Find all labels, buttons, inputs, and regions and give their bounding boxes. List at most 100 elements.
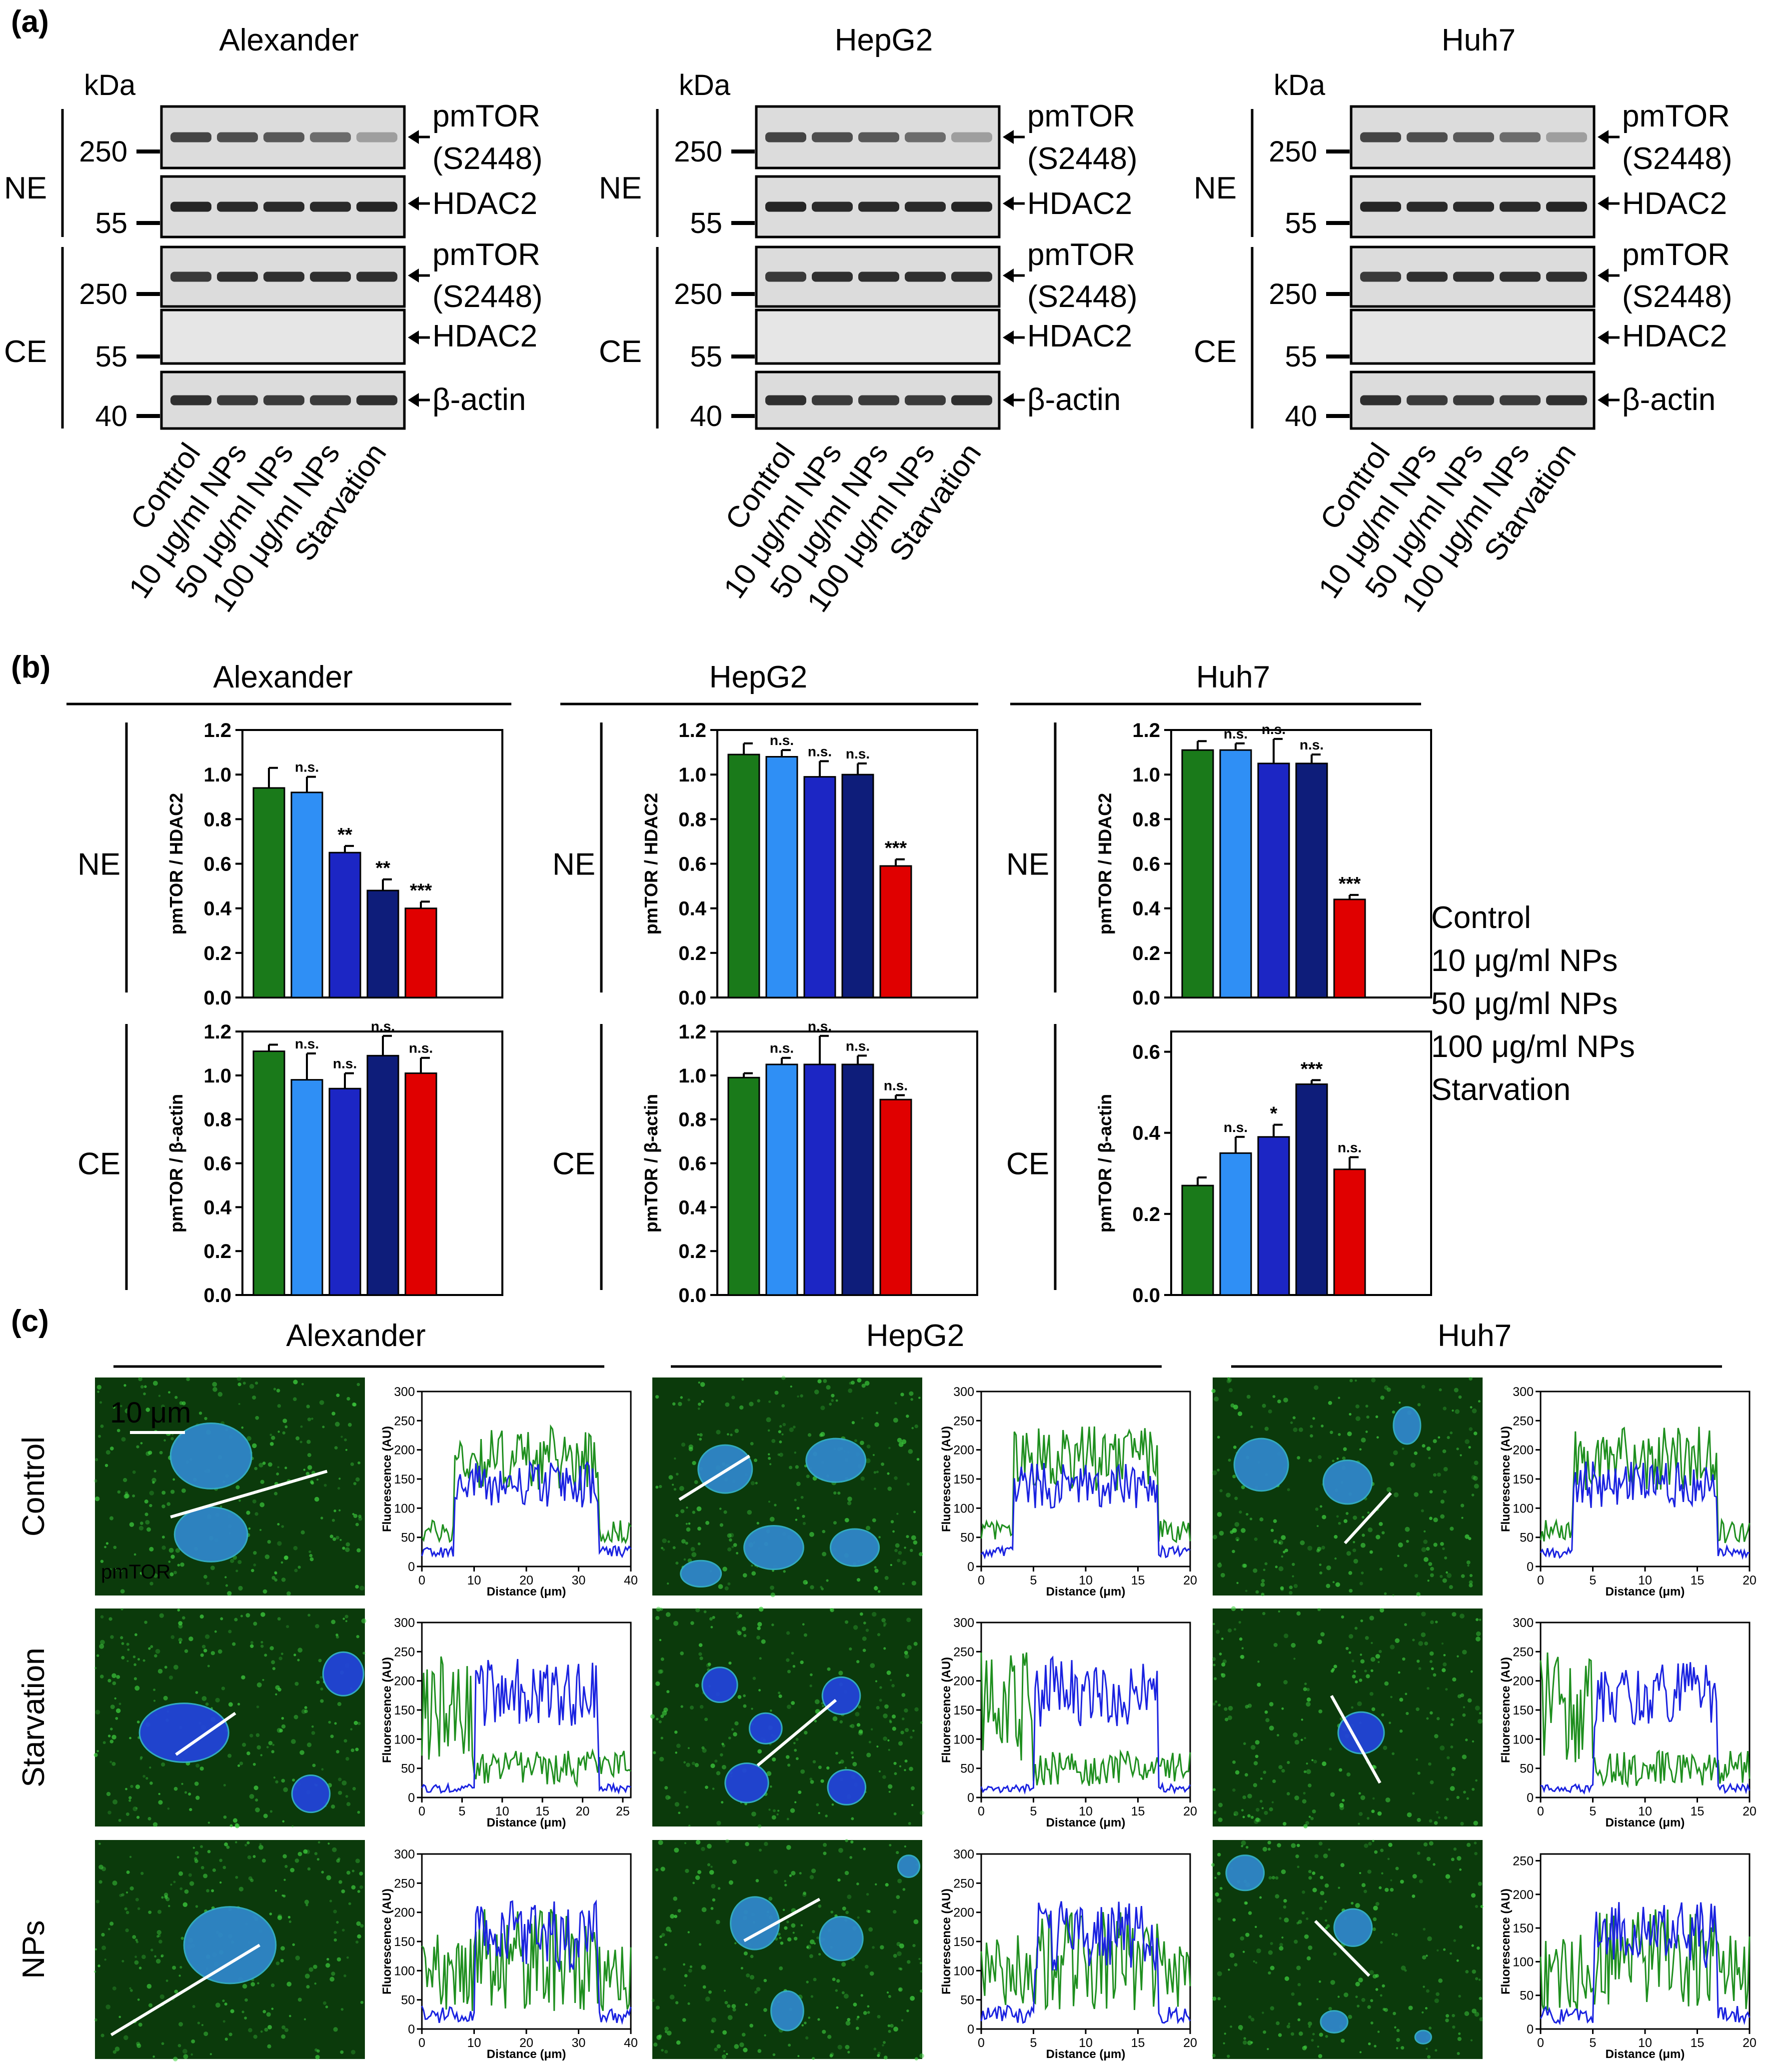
pmtor-speckle: [890, 1564, 893, 1566]
pmtor-speckle: [831, 1399, 834, 1402]
pmtor-speckle: [308, 1550, 311, 1554]
pmtor-speckle: [860, 1440, 864, 1446]
pmtor-speckle: [1294, 1795, 1300, 1800]
pmtor-speckle: [791, 1701, 795, 1705]
pmtor-speckle: [684, 1842, 687, 1844]
pmtor-speckle: [1228, 1378, 1232, 1382]
pmtor-speckle: [837, 2044, 842, 2050]
pmtor-speckle: [161, 1536, 165, 1539]
y-tick-label: 50: [401, 1994, 415, 2008]
pmtor-speckle: [261, 1858, 266, 1863]
pmtor-speckle: [1443, 1654, 1446, 1656]
pmtor-speckle: [1230, 1403, 1235, 1408]
pmtor-speckle: [191, 2039, 195, 2044]
pmtor-speckle: [1250, 1425, 1253, 1428]
pmtor-speckle: [275, 1961, 280, 1966]
pmtor-speckle: [192, 2005, 195, 2008]
pmtor-speckle: [1321, 1424, 1324, 1428]
pmtor-speckle: [1416, 1707, 1420, 1712]
protein-label-pmtor: pmTOR: [432, 238, 540, 272]
pmtor-speckle: [674, 1914, 678, 1918]
pmtor-speckle: [656, 1606, 661, 1612]
pmtor-speckle: [311, 1725, 314, 1728]
blot-band: [170, 202, 211, 212]
pmtor-speckle: [678, 1812, 681, 1814]
pmtor-speckle: [1261, 1592, 1265, 1596]
pmtor-speckle: [683, 1558, 686, 1561]
pmtor-speckle: [235, 1570, 238, 1572]
protein-label-s2448: (S2448): [1027, 142, 1138, 176]
pmtor-speckle: [1226, 1492, 1231, 1498]
pmtor-speckle: [812, 2056, 815, 2060]
micrograph-starvation-hepg2: [650, 1606, 925, 1828]
pmtor-speckle: [1398, 1671, 1401, 1674]
pmtor-speckle: [712, 1898, 716, 1902]
pmtor-speckle: [107, 1734, 111, 1738]
pmtor-speckle: [705, 1786, 708, 1790]
pmtor-speckle: [1402, 1448, 1405, 1450]
pmtor-speckle: [1320, 1632, 1325, 1636]
nucleus: [827, 1769, 867, 1806]
pmtor-speckle: [1346, 1772, 1351, 1777]
ce-label: CE: [4, 334, 47, 369]
pmtor-speckle: [117, 1490, 121, 1494]
pmtor-speckle: [113, 1546, 117, 1550]
pmtor-speckle: [293, 1380, 298, 1384]
pmtor-speckle: [751, 1812, 756, 1816]
y-axis-label: Fluorescence (AU): [940, 1657, 953, 1763]
pmtor-speckle: [1253, 1783, 1258, 1788]
pmtor-speckle: [338, 1509, 341, 1512]
pmtor-speckle: [282, 1820, 285, 1823]
kda-marker: 55: [95, 340, 127, 373]
y-tick-label: 0.2: [678, 1240, 706, 1262]
pmtor-speckle: [806, 1474, 810, 1478]
bar: [841, 774, 874, 998]
pmtor-speckle: [137, 1998, 140, 2001]
pmtor-speckle: [249, 1794, 254, 1799]
pmtor-speckle: [822, 2030, 826, 2034]
blot-band: [356, 395, 397, 406]
pmtor-speckle: [685, 1806, 689, 1808]
pmtor-speckle: [827, 1667, 831, 1671]
pmtor-speckle: [1330, 1980, 1336, 1985]
pmtor-speckle: [1452, 2014, 1455, 2018]
blot-cell-line-title: HepG2: [835, 23, 933, 58]
y-tick-label: 50: [960, 1762, 974, 1776]
pmtor-speckle: [121, 1642, 124, 1645]
pmtor-speckle: [1384, 1681, 1389, 1686]
pmtor-speckle: [1217, 1562, 1222, 1568]
pmtor-speckle: [143, 1392, 146, 1396]
blot-band: [217, 395, 258, 406]
pmtor-speckle: [1241, 1485, 1245, 1490]
pmtor-speckle: [750, 1481, 755, 1486]
pmtor-speckle: [781, 1433, 784, 1436]
pmtor-speckle: [1360, 1542, 1366, 1548]
pmtor-speckle: [181, 1488, 186, 1493]
pmtor-speckle: [902, 1560, 907, 1566]
pmtor-speckle: [165, 1897, 170, 1902]
pmtor-speckle: [145, 1520, 150, 1525]
pmtor-speckle: [355, 1858, 360, 1864]
pmtor-speckle: [1434, 1998, 1439, 2004]
pmtor-speckle: [818, 1952, 821, 1956]
pmtor-speckle: [323, 1484, 327, 1487]
pmtor-speckle: [665, 1795, 670, 1800]
pmtor-speckle: [698, 1652, 702, 1656]
pmtor-speckle: [121, 1437, 126, 1442]
pmtor-speckle: [794, 1801, 797, 1804]
pmtor-speckle: [1358, 1792, 1361, 1795]
pmtor-speckle: [266, 1746, 269, 1748]
pmtor-speckle: [850, 1724, 855, 1728]
pmtor-speckle: [271, 1436, 275, 1440]
pmtor-speckle: [235, 1876, 238, 1879]
pmtor-speckle: [1443, 1662, 1447, 1666]
pmtor-speckle: [170, 1437, 174, 1440]
pmtor-speckle: [274, 1572, 277, 1575]
bar: [765, 756, 798, 998]
pmtor-speckle: [1270, 1942, 1273, 1946]
bar: [1333, 898, 1366, 998]
y-tick-label: 0: [408, 1791, 415, 1805]
pmtor-speckle: [1213, 1788, 1216, 1792]
pmtor-speckle: [757, 1824, 762, 1828]
pmtor-speckle: [1338, 1433, 1341, 1436]
